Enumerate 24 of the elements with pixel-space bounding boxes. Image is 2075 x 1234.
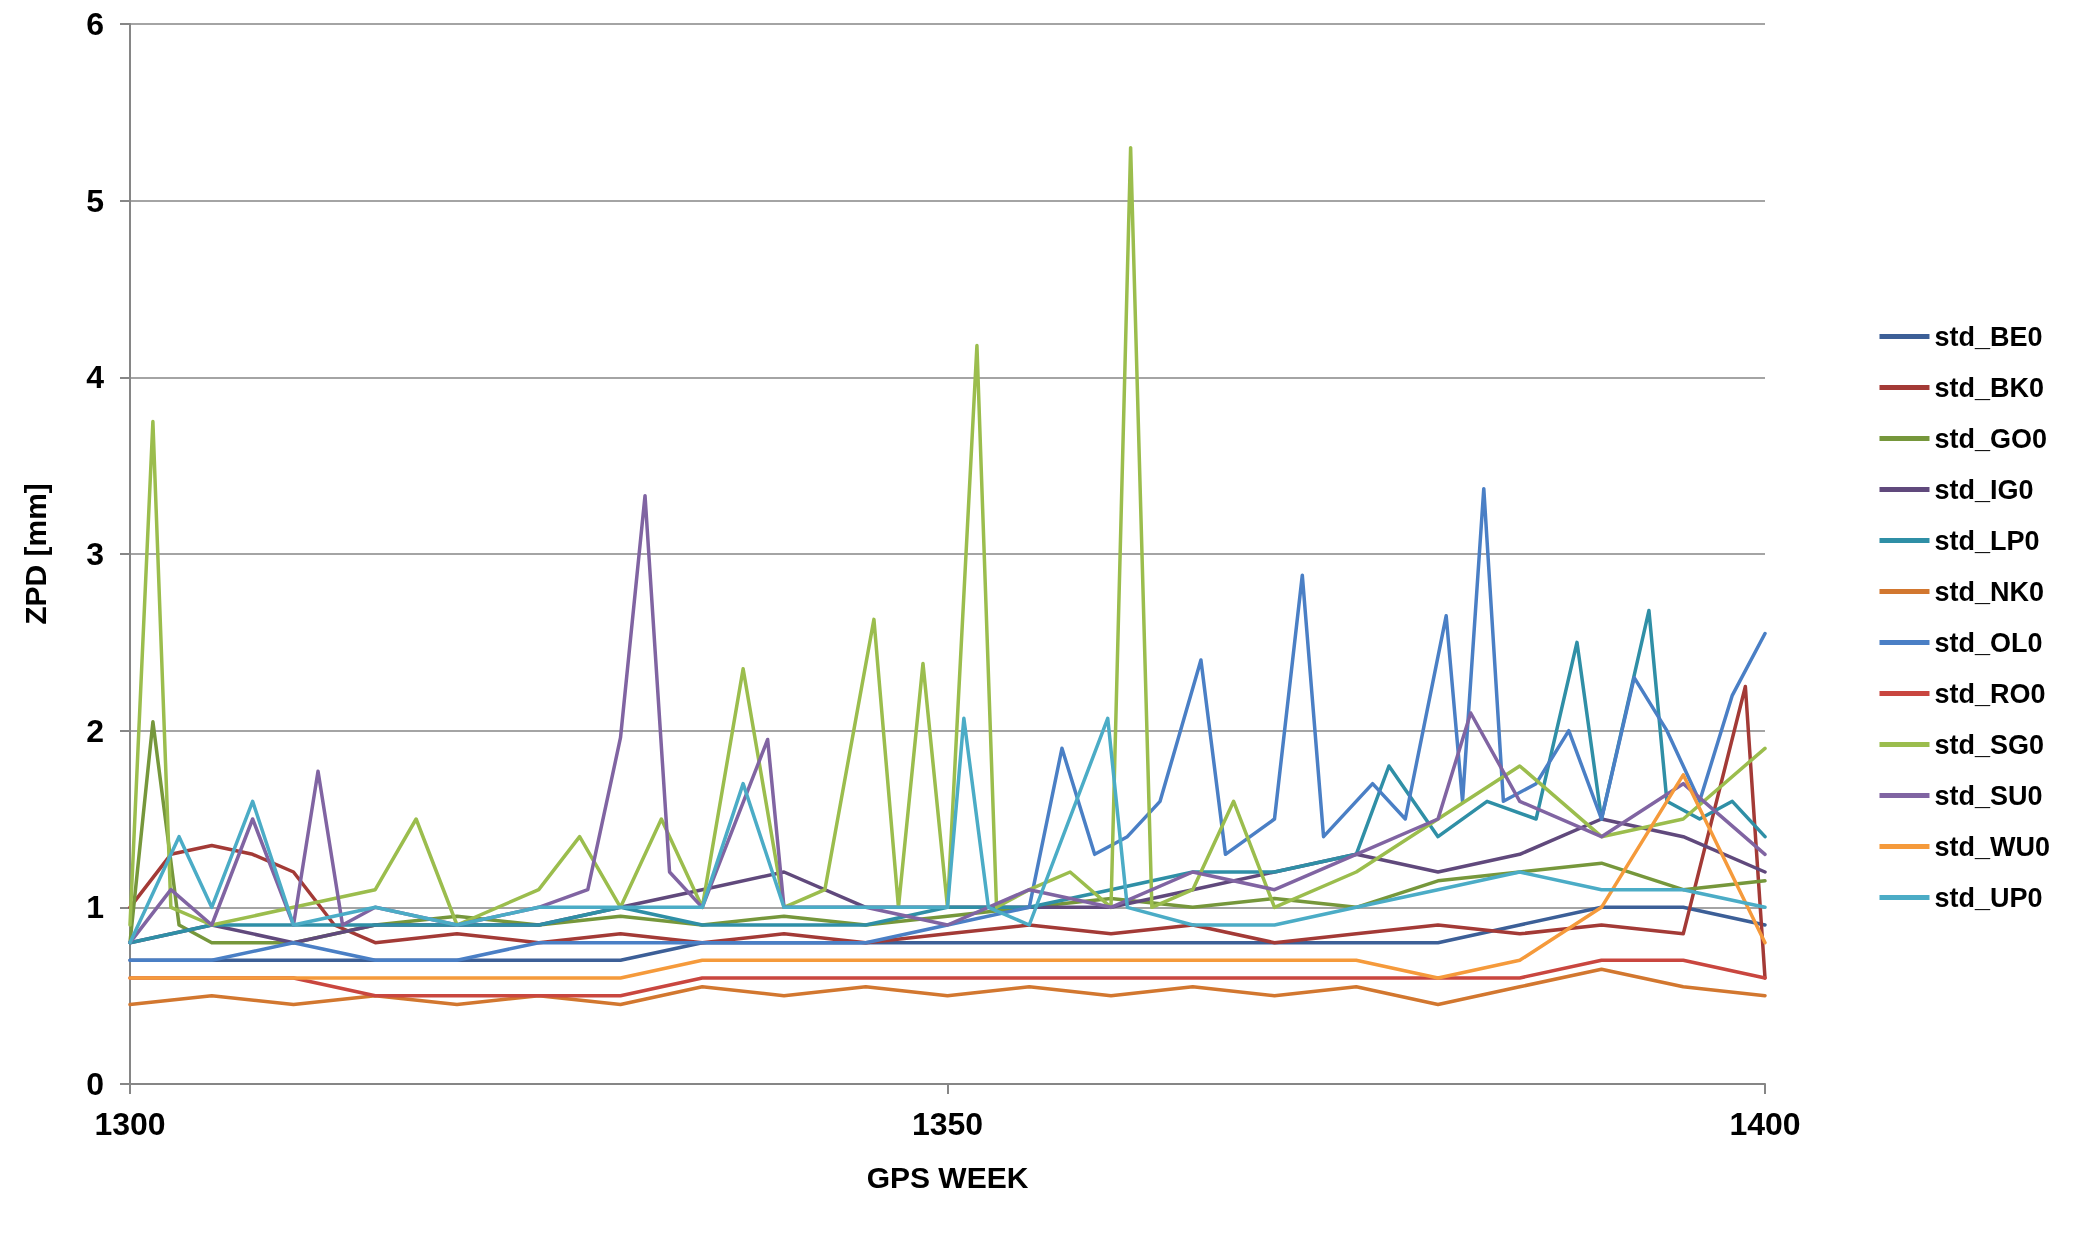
x-tick-label: 1300: [94, 1106, 166, 1142]
legend-label: std_BE0: [1934, 321, 2043, 352]
y-tick-label: 4: [86, 359, 105, 396]
legend-label: std_SU0: [1934, 780, 2043, 811]
x-axis-title: GPS WEEK: [866, 1160, 1029, 1194]
legend-label: std_BK0: [1934, 372, 2045, 403]
legend-label: std_WU0: [1934, 831, 2050, 862]
legend-label: std_IG0: [1934, 474, 2034, 505]
y-tick-label: 3: [86, 536, 104, 572]
legend-label: std_SG0: [1934, 729, 2045, 760]
y-tick-label: 0: [86, 1066, 104, 1102]
y-tick-label: 5: [86, 182, 104, 219]
legend-label: std_OL0: [1934, 627, 2043, 658]
legend-label: std_UP0: [1934, 882, 2043, 913]
legend-label: std_LP0: [1934, 525, 2040, 556]
y-tick-label: 1: [86, 889, 104, 926]
x-tick-label: 1400: [1729, 1106, 1801, 1142]
y-tick-label: 6: [86, 6, 104, 42]
y-tick-label: 2: [86, 712, 104, 749]
legend-label: std_NK0: [1934, 576, 2045, 607]
legend-label: std_RO0: [1934, 678, 2046, 709]
y-axis-title: ZPD [mm]: [18, 483, 52, 625]
legend-label: std_GO0: [1934, 423, 2048, 454]
x-tick-label: 1350: [911, 1106, 984, 1142]
